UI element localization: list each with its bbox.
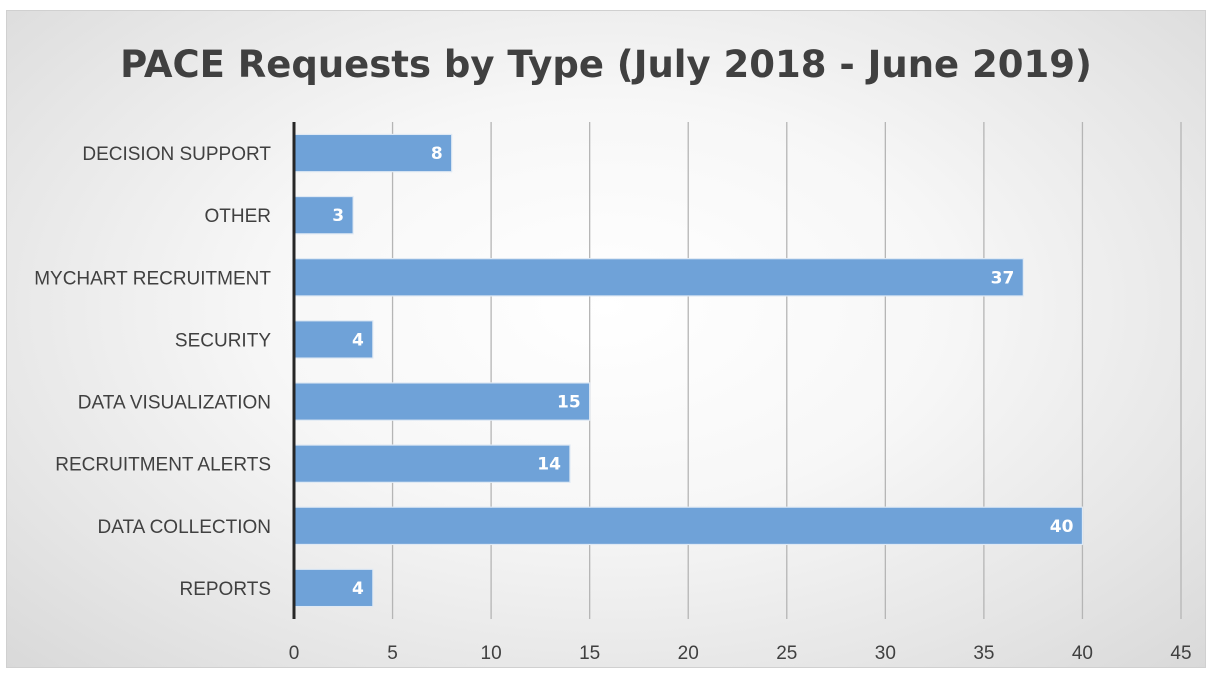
x-tick-label: 45 <box>1170 643 1191 664</box>
data-label: 37 <box>991 268 1015 288</box>
data-label: 15 <box>557 393 581 413</box>
x-tick-label: 40 <box>1072 643 1093 664</box>
category-label: RECRUITMENT ALERTS <box>55 455 271 476</box>
data-label: 4 <box>352 579 364 599</box>
data-label: 4 <box>352 330 364 350</box>
x-tick-label: 20 <box>678 643 699 664</box>
bar-data-visualization <box>293 382 591 421</box>
labels: 0 5 10 15 20 25 30 35 40 45 DECISION SUPPORT 8 OTHER… <box>34 144 1191 664</box>
x-tick-label: 30 <box>875 643 896 664</box>
category-label: REPORTS <box>179 579 271 600</box>
x-tick-label: 0 <box>289 643 300 664</box>
bar-reports <box>293 568 374 608</box>
x-tick-label: 5 <box>387 643 398 664</box>
category-label: OTHER <box>205 206 272 227</box>
x-tick-label: 15 <box>579 643 600 664</box>
category-label: DATA VISUALIZATION <box>78 393 271 414</box>
data-label: 3 <box>332 206 344 226</box>
data-label: 40 <box>1050 517 1074 537</box>
bars <box>293 133 1084 608</box>
bar-decision-support <box>293 133 453 173</box>
category-label: SECURITY <box>175 330 271 351</box>
bar-security <box>293 320 374 359</box>
chart-area: PACE Requests by Type (July 2018 - June … <box>6 10 1206 668</box>
data-label: 8 <box>431 144 443 164</box>
x-tick-label: 35 <box>973 643 994 664</box>
bar-other <box>293 195 354 235</box>
bar-data-collection <box>293 506 1084 546</box>
x-tick-label: 10 <box>481 643 502 664</box>
bar-mychart-recruitment <box>293 258 1024 297</box>
category-label: DECISION SUPPORT <box>82 144 271 165</box>
bar-recruitment-alerts <box>293 444 571 483</box>
category-label: MYCHART RECRUITMENT <box>34 268 271 289</box>
data-label: 14 <box>537 455 561 475</box>
x-tick-label: 25 <box>776 643 797 664</box>
chart-title: PACE Requests by Type (July 2018 - June … <box>120 43 1092 86</box>
category-label: DATA COLLECTION <box>98 517 272 538</box>
